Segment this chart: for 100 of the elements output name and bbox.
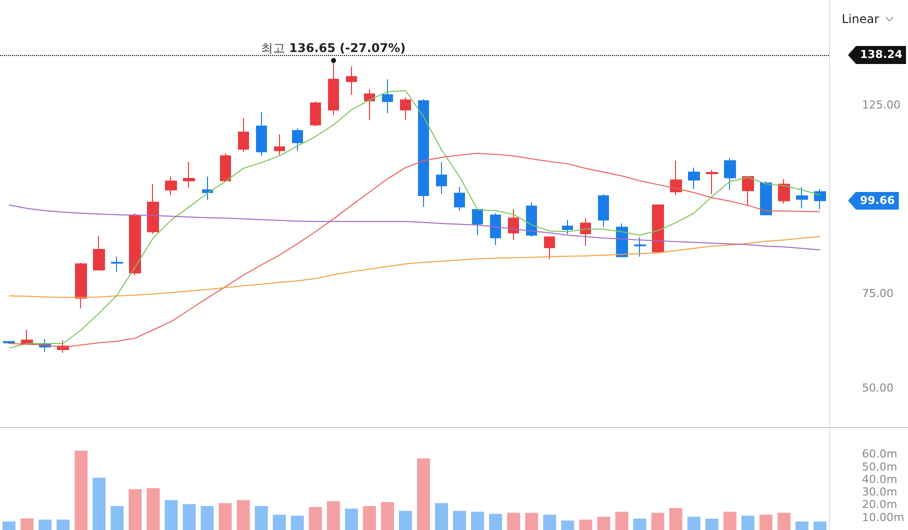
candlestick [400,96,411,121]
y-tick-label: 50.0m [862,460,898,474]
bar [633,518,646,530]
candlestick [760,181,772,216]
candlestick [238,118,249,152]
bar [813,522,826,530]
candlestick [814,188,826,210]
candlestick [310,101,321,127]
candlestick [472,208,483,236]
bar [326,501,340,530]
bar [453,510,466,530]
bar [705,518,718,530]
bar [272,514,286,530]
candlestick [220,152,231,182]
bar [398,510,412,530]
candlestick [436,162,447,195]
candlestick [3,340,15,344]
candlestick [328,60,339,116]
y-tick-label: 75.00 [862,287,894,300]
bar [507,512,520,530]
candlestick [724,158,736,190]
line-series [8,152,820,348]
text: 99.66 [848,192,899,210]
bar [471,512,484,530]
candlestick [796,186,808,209]
candlestick [382,78,393,114]
y-tick-label: 10.00m [862,510,904,524]
bar [723,512,736,530]
candlestick [274,134,285,156]
y-tick-label: 30.0m [862,486,898,499]
bar [254,506,268,530]
candlestick [165,176,177,196]
candlestick [508,208,519,241]
candlestick [183,161,195,188]
line-series [8,236,820,298]
bar [489,514,502,530]
candlestick [111,256,123,272]
candlestick [364,88,375,121]
candlestick [93,235,105,272]
y-tick-label: 50.00 [862,382,894,395]
bar [597,516,610,530]
y-tick-label: 125.00 [862,98,900,112]
y-tick-label: 20.0m [862,498,898,512]
candlestick [742,176,754,207]
bar [164,500,178,530]
candlestick [147,183,159,235]
y-tick-label: 60.0m [862,448,898,461]
bar [344,508,358,530]
bar [741,516,754,530]
bar [110,506,124,530]
bar [38,520,52,530]
bar [687,516,700,530]
candlestick [75,262,87,309]
candlestick [634,236,646,258]
candlestick [526,202,537,238]
candlestick [129,212,141,276]
candlestick [418,98,429,208]
candlestick [778,178,790,204]
bar [380,502,394,530]
line-series [8,90,820,348]
candlestick [202,176,213,201]
bar [417,458,430,530]
candlestick [292,128,303,152]
candlestick [21,329,33,345]
bar [146,488,160,530]
bar [308,507,322,530]
bar [2,522,16,530]
candlestick [670,160,682,196]
ref-line-label: 138.24 [848,46,906,64]
bar [290,516,304,530]
candlestick [580,218,591,246]
candlestick [346,66,357,96]
line-series [8,204,820,250]
candlestick [562,220,573,235]
bar [218,503,232,530]
candlestick [598,194,609,228]
bar [362,506,376,530]
bar [759,514,772,530]
bar [128,489,142,530]
bar [92,478,106,530]
bar [74,450,88,530]
bar [579,520,592,530]
bar [525,512,538,530]
candlestick [652,204,664,252]
bar [20,518,34,530]
bar [236,500,250,530]
candlestick [544,236,555,260]
bar [615,512,628,530]
bar [435,503,448,530]
bar [56,520,70,530]
candlestick [454,186,465,212]
bar [669,508,682,530]
y-tick-label: 40.0m [862,472,898,486]
annotation: 최고 136.65 (-27.07%) [261,40,406,55]
candlestick [256,111,267,156]
candlestick [688,167,700,190]
bar [200,506,214,530]
candlestick [490,212,501,246]
bar [561,520,574,530]
bar [795,522,808,530]
